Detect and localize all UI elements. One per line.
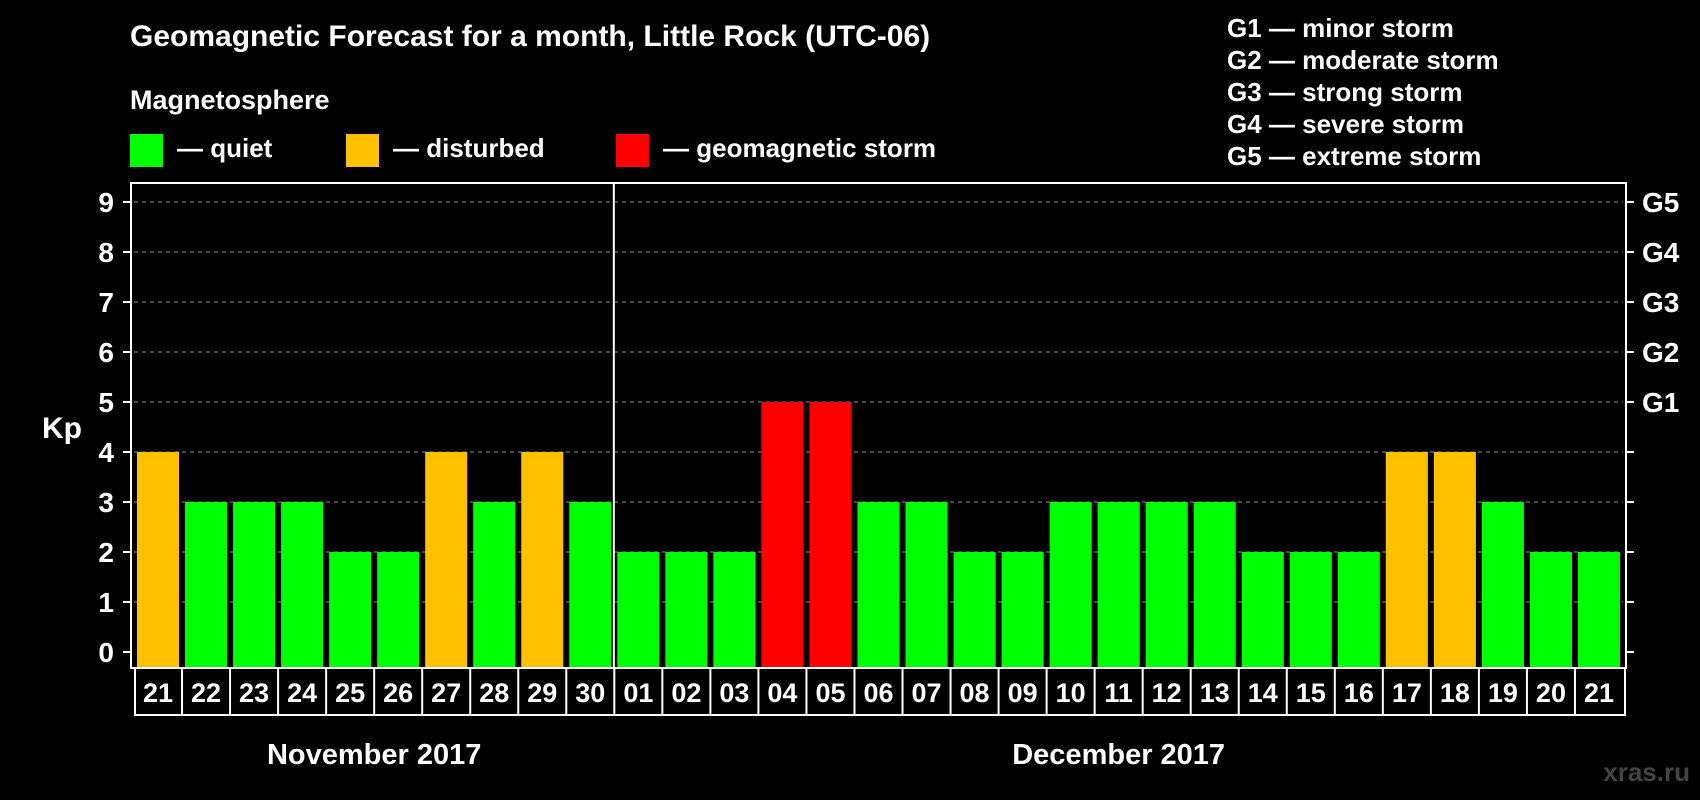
bar-19 [1049, 502, 1092, 668]
storm-level-g5: G5 — extreme storm [1227, 141, 1482, 171]
bar-2 [233, 502, 276, 668]
x-tick-label-25: 16 [1344, 678, 1374, 708]
bar-9 [569, 502, 612, 668]
x-tick-label-14: 05 [815, 678, 845, 708]
watermark: xras.ru [1603, 757, 1690, 787]
bar-16 [905, 502, 948, 668]
x-tick-label-26: 17 [1392, 678, 1422, 708]
month-label-0: November 2017 [267, 739, 481, 771]
bar-0 [137, 452, 180, 668]
x-tick-label-18: 09 [1008, 678, 1038, 708]
bar-12 [713, 552, 756, 668]
x-tick-label-28: 19 [1488, 678, 1518, 708]
storm-level-g3: G3 — strong storm [1227, 77, 1463, 107]
right-axis-label-g5: G5 [1642, 187, 1679, 218]
bar-13 [761, 402, 804, 668]
x-tick-label-13: 04 [767, 678, 797, 708]
x-tick-label-22: 13 [1200, 678, 1230, 708]
x-tick-label-2: 23 [239, 678, 269, 708]
x-tick-label-29: 20 [1536, 678, 1566, 708]
bar-26 [1385, 452, 1428, 668]
bar-10 [617, 552, 660, 668]
x-tick-label-6: 27 [431, 678, 461, 708]
bar-30 [1577, 552, 1620, 668]
y-tick-label-5: 5 [98, 387, 114, 418]
y-axis-label: Kp [42, 412, 82, 445]
bar-4 [329, 552, 372, 668]
bar-6 [425, 452, 468, 668]
bar-21 [1145, 502, 1188, 668]
bar-28 [1481, 502, 1524, 668]
bar-25 [1337, 552, 1380, 668]
y-tick-label-3: 3 [98, 487, 114, 518]
x-tick-label-11: 02 [671, 678, 701, 708]
x-tick-label-24: 15 [1296, 678, 1326, 708]
bar-17 [953, 552, 996, 668]
legend-label-disturbed: — disturbed [393, 133, 545, 163]
legend-swatch-disturbed [346, 134, 379, 167]
x-tick-label-23: 14 [1248, 678, 1278, 708]
right-axis-label-g3: G3 [1642, 287, 1679, 318]
month-label-1: December 2017 [1012, 739, 1225, 771]
x-tick-label-10: 01 [623, 678, 653, 708]
bar-14 [809, 402, 852, 668]
bar-27 [1433, 452, 1476, 668]
bar-11 [665, 552, 708, 668]
legend-swatch-storm [616, 134, 649, 167]
x-tick-label-12: 03 [719, 678, 749, 708]
right-axis-label-g2: G2 [1642, 337, 1679, 368]
bar-22 [1193, 502, 1236, 668]
bar-23 [1241, 552, 1284, 668]
x-tick-label-16: 07 [912, 678, 942, 708]
legend-swatch-quiet [130, 134, 163, 167]
x-tick-label-7: 28 [479, 678, 509, 708]
y-tick-label-1: 1 [98, 587, 114, 618]
x-tick-label-30: 21 [1584, 678, 1614, 708]
right-axis-label-g1: G1 [1642, 387, 1679, 418]
bar-1 [185, 502, 228, 668]
x-tick-label-15: 06 [863, 678, 893, 708]
bar-3 [281, 502, 324, 668]
y-tick-label-6: 6 [98, 337, 114, 368]
x-tick-label-17: 08 [960, 678, 990, 708]
x-tick-label-0: 21 [143, 678, 173, 708]
x-tick-label-27: 18 [1440, 678, 1470, 708]
bar-7 [473, 502, 516, 668]
x-tick-label-5: 26 [383, 678, 413, 708]
x-tick-label-9: 30 [575, 678, 605, 708]
x-tick-label-21: 12 [1152, 678, 1182, 708]
bar-24 [1289, 552, 1332, 668]
magnetosphere-label: Magnetosphere [130, 85, 330, 115]
legend-label-quiet: — quiet [177, 133, 273, 163]
x-tick-label-3: 24 [287, 678, 317, 708]
storm-level-legend: G1 — minor storm G2 — moderate storm G3 … [1227, 12, 1499, 172]
right-axis-label-g4: G4 [1642, 237, 1680, 268]
x-tick-label-19: 10 [1056, 678, 1086, 708]
storm-level-g4: G4 — severe storm [1227, 109, 1465, 139]
bar-20 [1097, 502, 1140, 668]
storm-level-g1: G1 — minor storm [1227, 13, 1454, 43]
bar-15 [857, 502, 900, 668]
x-tick-label-8: 29 [527, 678, 557, 708]
x-tick-label-20: 11 [1104, 678, 1133, 708]
day-strip [134, 667, 1626, 716]
y-tick-label-0: 0 [98, 637, 114, 668]
chart-title: Geomagnetic Forecast for a month, Little… [130, 20, 931, 53]
y-tick-label-7: 7 [98, 287, 114, 318]
y-tick-label-8: 8 [98, 237, 114, 268]
y-tick-label-4: 4 [98, 437, 114, 468]
y-tick-label-2: 2 [98, 537, 114, 568]
storm-level-g2: G2 — moderate storm [1227, 45, 1499, 75]
bar-29 [1529, 552, 1572, 668]
y-tick-label-9: 9 [98, 187, 114, 218]
bar-18 [1001, 552, 1044, 668]
legend-label-storm: — geomagnetic storm [663, 133, 937, 163]
x-tick-label-1: 22 [191, 678, 221, 708]
bar-5 [377, 552, 420, 668]
bar-8 [521, 452, 564, 668]
x-tick-label-4: 25 [335, 678, 365, 708]
